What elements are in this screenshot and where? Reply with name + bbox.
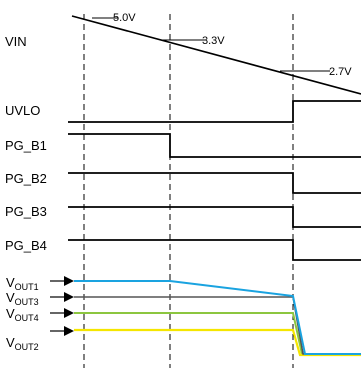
vin-label: VIN: [5, 34, 27, 49]
vout4-trace: [74, 312, 361, 355]
uvlo-trace: [68, 100, 361, 123]
vin-level-3v3-text: 3.3V: [202, 35, 225, 47]
vout3-arrow-icon: [64, 292, 74, 302]
vout2-label: VOUT2: [6, 326, 74, 352]
vin-level-5v-text: 5.0V: [113, 12, 136, 24]
pg-b1-trace: [68, 133, 361, 158]
pg-b2-trace: [68, 172, 361, 194]
vin-level-2v7-text: 2.7V: [329, 66, 352, 78]
vout2-trace: [74, 328, 361, 357]
vout2-arrow-icon: [64, 326, 74, 336]
vout1-trace: [74, 280, 361, 355]
vout4-arrow-icon: [64, 308, 74, 318]
pg-b3-trace: [68, 206, 361, 228]
vout1-label: VOUT1: [6, 275, 74, 292]
svg-text:VOUT3: VOUT3: [6, 290, 39, 307]
svg-text:VOUT1: VOUT1: [6, 275, 39, 292]
svg-text:VOUT2: VOUT2: [6, 335, 39, 352]
svg-text:VOUT4: VOUT4: [6, 306, 39, 323]
time-markers: [83, 14, 294, 368]
pg-b4-label: PG_B4: [5, 238, 47, 253]
vout1-arrow-icon: [64, 276, 74, 286]
pg-b3-label: PG_B3: [5, 204, 47, 219]
uvlo-label: UVLO: [5, 103, 40, 118]
vout4-label: VOUT4: [6, 306, 74, 323]
vin-ramp: [71, 15, 361, 95]
vout3-trace: [74, 296, 361, 355]
pg-b2-label: PG_B2: [5, 171, 47, 186]
vout3-label: VOUT3: [6, 290, 74, 307]
vin-level-3v3: 3.3V: [162, 35, 225, 47]
vin-level-5v: 5.0V: [92, 12, 136, 24]
pg-b4-trace: [68, 239, 361, 261]
vin-level-2v7: 2.7V: [280, 66, 352, 78]
pg-b1-label: PG_B1: [5, 138, 47, 153]
